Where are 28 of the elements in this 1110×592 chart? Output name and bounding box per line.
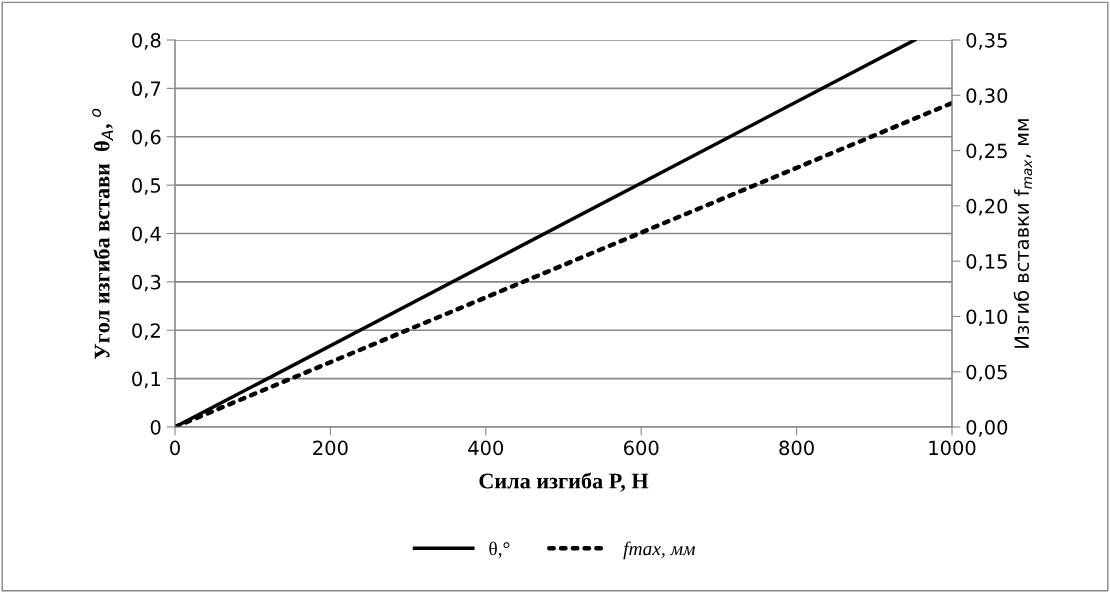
y2-tick-label: 0,30 (966, 88, 1008, 105)
y-tick-label: 0,6 (132, 129, 161, 147)
x-tick-label: 600 (624, 440, 659, 456)
y-axis-title: Угол изгиба встави θ$_{A}$, $^{o}$ (92, 108, 114, 360)
y2-tick-label: 0,20 (966, 198, 1008, 216)
y-tick-label: 0,5 (132, 178, 161, 195)
y-tick-label: 0,2 (132, 323, 160, 340)
y-tick-label: 0,3 (132, 274, 161, 292)
y-tick-label: 0 (150, 419, 161, 435)
y2-tick-label: 0,10 (966, 309, 1008, 327)
y2-tick-label: 0,00 (966, 419, 1008, 437)
y2-tick-label: 0,25 (966, 143, 1007, 161)
y-tick-label: 0,8 (132, 32, 161, 50)
x-axis-title: Сила изгиба P, H (479, 472, 649, 492)
x-tick-label: 0 (170, 440, 180, 456)
y-tick-label: 0,1 (132, 371, 161, 389)
legend-label: θ,° (489, 541, 510, 559)
y-tick-label: 0,7 (132, 81, 161, 99)
x-tick-label: 800 (779, 440, 814, 456)
y2-tick-label: 0,05 (966, 364, 1007, 382)
legend-label: fmax, мм (623, 541, 695, 560)
x-tick-label: 400 (468, 440, 504, 456)
y2-tick-label: 0,35 (966, 32, 1007, 50)
y2-tick-label: 0,15 (966, 254, 1007, 271)
y-tick-label: 0,4 (132, 226, 161, 244)
x-tick-label: 200 (313, 440, 348, 456)
x-tick-label: 1000 (929, 440, 976, 456)
y2-axis-title: Изгиб вставки f$_{max}$, мм (1013, 119, 1033, 348)
